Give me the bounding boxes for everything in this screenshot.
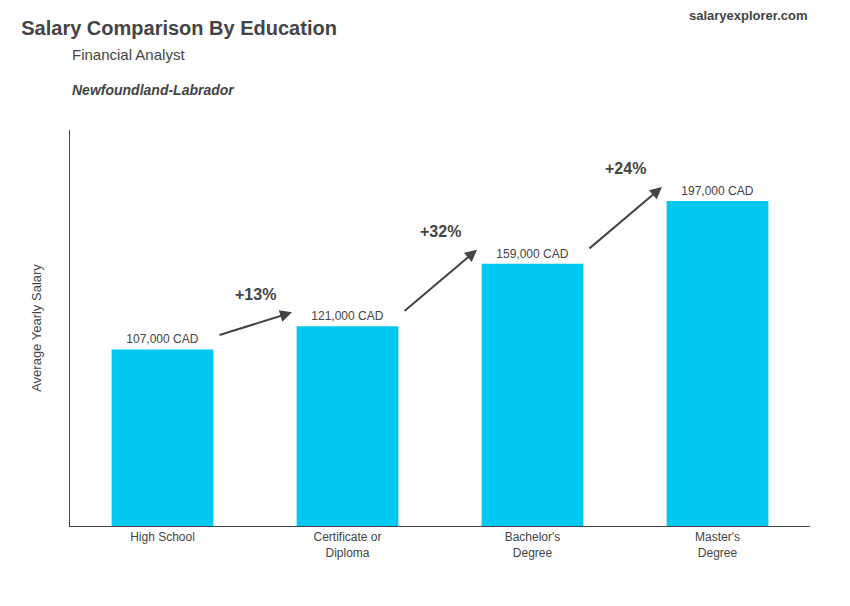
svg-text:+24%: +24% bbox=[605, 160, 646, 177]
svg-text:Salary Comparison By Education: Salary Comparison By Education bbox=[21, 17, 337, 39]
svg-text:+13%: +13% bbox=[235, 286, 276, 303]
svg-text:Master'sDegree: Master'sDegree bbox=[695, 530, 740, 560]
svg-text:High School: High School bbox=[130, 530, 195, 544]
svg-text:197,000 CAD: 197,000 CAD bbox=[681, 184, 753, 198]
svg-text:159,000 CAD: 159,000 CAD bbox=[496, 247, 568, 261]
svg-text:Newfoundland-Labrador: Newfoundland-Labrador bbox=[72, 82, 235, 98]
svg-text:Bachelor'sDegree: Bachelor'sDegree bbox=[505, 530, 561, 560]
svg-text:107,000 CAD: 107,000 CAD bbox=[126, 332, 198, 346]
svg-text:Average Yearly Salary: Average Yearly Salary bbox=[29, 264, 44, 392]
svg-text:Certificate orDiploma: Certificate orDiploma bbox=[313, 530, 381, 560]
svg-text:121,000 CAD: 121,000 CAD bbox=[311, 309, 383, 323]
svg-text:salaryexplorer.com: salaryexplorer.com bbox=[689, 8, 808, 23]
svg-text:+32%: +32% bbox=[420, 223, 461, 240]
svg-text:Financial Analyst: Financial Analyst bbox=[72, 46, 185, 63]
